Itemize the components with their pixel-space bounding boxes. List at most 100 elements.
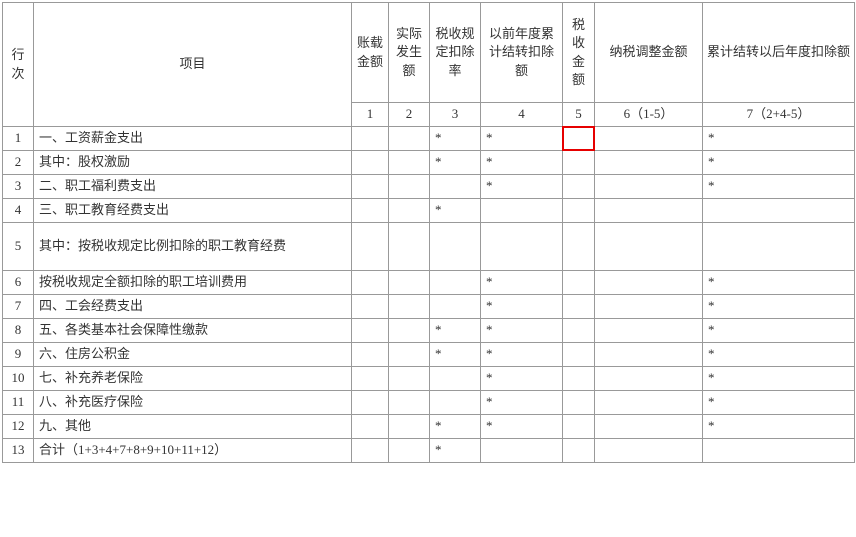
cell-c6: [595, 199, 703, 223]
col-subheader-c1: 1: [352, 103, 389, 127]
row-number: 1: [3, 127, 34, 151]
cell-c3: [430, 367, 481, 391]
cell-c6: [595, 175, 703, 199]
cell-c4: *: [481, 319, 563, 343]
cell-c4: *: [481, 271, 563, 295]
cell-c7: [703, 199, 855, 223]
cell-c1: [352, 271, 389, 295]
row-item-label: 三、职工教育经费支出: [34, 199, 352, 223]
cell-c3: [430, 295, 481, 319]
cell-c4: *: [481, 175, 563, 199]
table-row: 7四、工会经费支出 * *: [3, 295, 855, 319]
cell-c2: [389, 127, 430, 151]
cell-c7: *: [703, 151, 855, 175]
cell-c7: *: [703, 415, 855, 439]
cell-c2: [389, 415, 430, 439]
col-header-c6: 纳税调整金额: [595, 3, 703, 103]
cell-c5: [563, 127, 595, 151]
cell-c5: [563, 319, 595, 343]
table-row: 4三、职工教育经费支出 *: [3, 199, 855, 223]
cell-c4: *: [481, 391, 563, 415]
cell-c4: *: [481, 415, 563, 439]
table-row: 13合计（1+3+4+7+8+9+10+11+12）*: [3, 439, 855, 463]
cell-c3: *: [430, 151, 481, 175]
cell-c3: [430, 271, 481, 295]
cell-c5: [563, 175, 595, 199]
row-number: 6: [3, 271, 34, 295]
cell-c6: [595, 319, 703, 343]
col-subheader-c3: 3: [430, 103, 481, 127]
row-item-label: 其中：按税收规定比例扣除的职工教育经费: [34, 223, 352, 271]
col-header-c2: 实际发生额: [389, 3, 430, 103]
cell-c6: [595, 295, 703, 319]
cell-c1: [352, 127, 389, 151]
row-number: 4: [3, 199, 34, 223]
row-number: 12: [3, 415, 34, 439]
cell-c5: [563, 415, 595, 439]
cell-c6: [595, 439, 703, 463]
table-row: 8五、各类基本社会保障性缴款***: [3, 319, 855, 343]
row-item-label: 四、工会经费支出: [34, 295, 352, 319]
cell-c3: *: [430, 199, 481, 223]
table-row: 2其中：股权激励***: [3, 151, 855, 175]
col-header-c7: 累计结转以后年度扣除额: [703, 3, 855, 103]
cell-c5: [563, 151, 595, 175]
cell-c7: *: [703, 175, 855, 199]
cell-c5: [563, 391, 595, 415]
cell-c5: [563, 295, 595, 319]
row-number: 9: [3, 343, 34, 367]
row-number: 8: [3, 319, 34, 343]
cell-c6: [595, 367, 703, 391]
cell-c2: [389, 199, 430, 223]
table-row: 5其中：按税收规定比例扣除的职工教育经费: [3, 223, 855, 271]
cell-c3: *: [430, 343, 481, 367]
cell-c3: *: [430, 439, 481, 463]
col-header-c1: 账载金额: [352, 3, 389, 103]
table-row: 3二、职工福利费支出 * *: [3, 175, 855, 199]
cell-c5: [563, 343, 595, 367]
cell-c7: *: [703, 127, 855, 151]
cell-c1: [352, 175, 389, 199]
cell-c2: [389, 391, 430, 415]
cell-c1: [352, 343, 389, 367]
row-item-label: 其中：股权激励: [34, 151, 352, 175]
row-item-label: 九、其他: [34, 415, 352, 439]
table-row: 1一、工资薪金支出***: [3, 127, 855, 151]
col-header-c3: 税收规定扣除率: [430, 3, 481, 103]
cell-c1: [352, 367, 389, 391]
row-item-label: 七、补充养老保险: [34, 367, 352, 391]
cell-c7: *: [703, 295, 855, 319]
cell-c6: [595, 223, 703, 271]
col-subheader-c7: 7（2+4-5）: [703, 103, 855, 127]
cell-c4: *: [481, 367, 563, 391]
cell-c1: [352, 415, 389, 439]
cell-c6: [595, 391, 703, 415]
cell-c1: [352, 319, 389, 343]
row-number: 5: [3, 223, 34, 271]
row-number: 11: [3, 391, 34, 415]
table-row: 10七、补充养老保险**: [3, 367, 855, 391]
cell-c4: [481, 199, 563, 223]
cell-c3: *: [430, 127, 481, 151]
row-number: 3: [3, 175, 34, 199]
cell-c2: [389, 367, 430, 391]
cell-c6: [595, 415, 703, 439]
row-item-label: 一、工资薪金支出: [34, 127, 352, 151]
cell-c7: *: [703, 319, 855, 343]
cell-c5: [563, 439, 595, 463]
cell-c4: *: [481, 295, 563, 319]
cell-c2: [389, 223, 430, 271]
row-number: 7: [3, 295, 34, 319]
col-header-c5: 税收金额: [563, 3, 595, 103]
cell-c2: [389, 295, 430, 319]
cell-c2: [389, 343, 430, 367]
row-number: 13: [3, 439, 34, 463]
col-header-item: 项目: [34, 3, 352, 127]
cell-c2: [389, 175, 430, 199]
col-subheader-c2: 2: [389, 103, 430, 127]
col-header-rownum: 行次: [3, 3, 34, 127]
cell-c3: [430, 391, 481, 415]
cell-c1: [352, 199, 389, 223]
cell-c1: [352, 151, 389, 175]
row-item-label: 二、职工福利费支出: [34, 175, 352, 199]
